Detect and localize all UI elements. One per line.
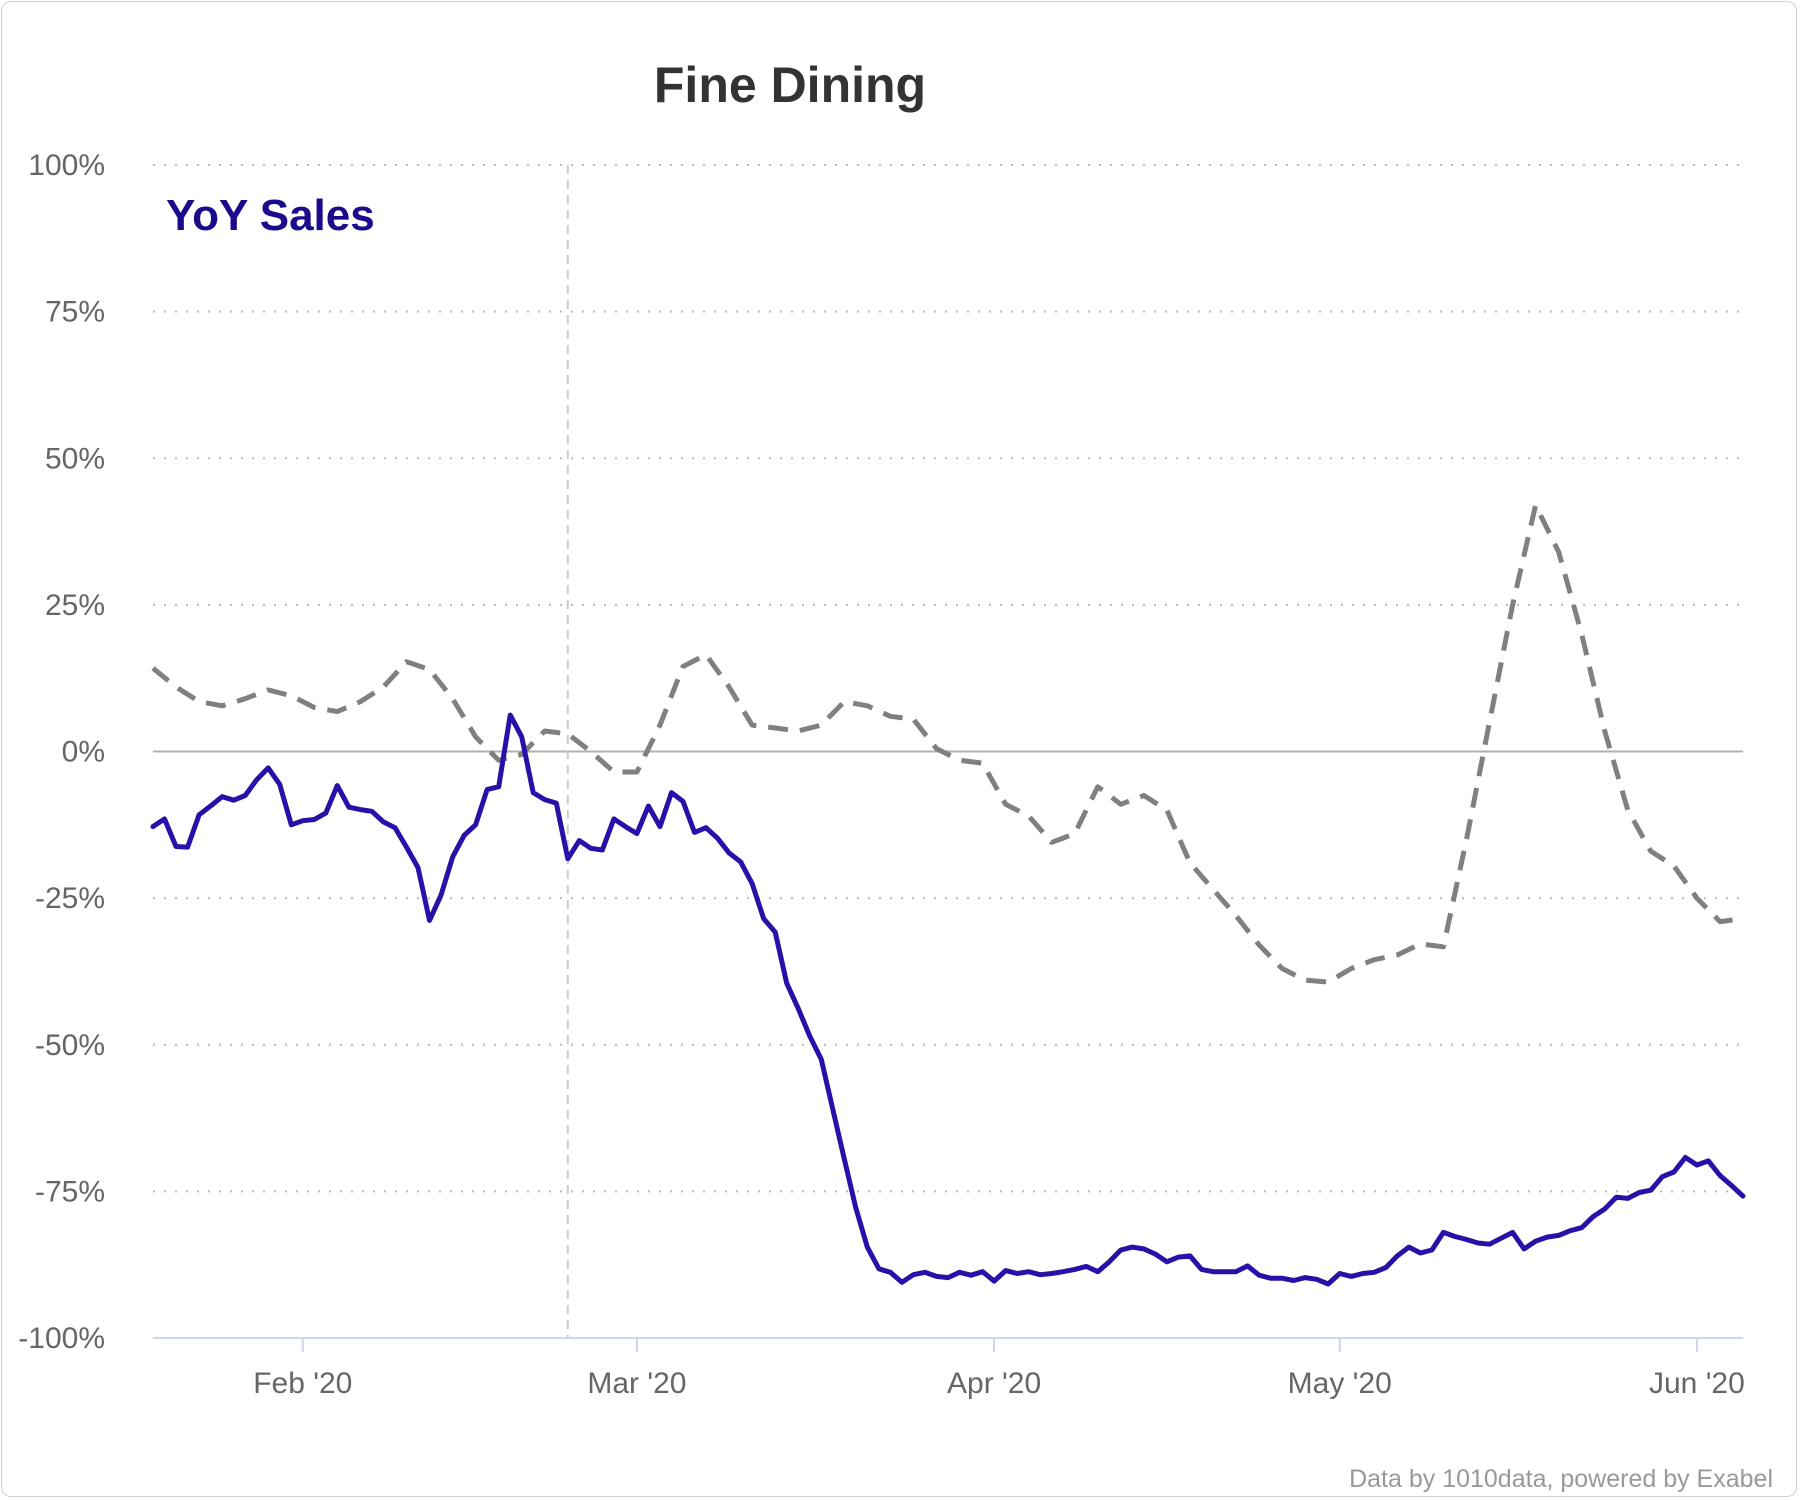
series-lines (150, 502, 1746, 1287)
y-tick-label: -25% (35, 882, 105, 915)
y-tick-label: -75% (35, 1175, 105, 1208)
x-tick-label: Jun '20 (1649, 1367, 1745, 1400)
y-tick-label: -100% (18, 1322, 105, 1355)
chart-title: Fine Dining (654, 57, 926, 113)
series-line-solid (150, 712, 1746, 1287)
x-tick-label: Feb '20 (253, 1367, 352, 1400)
series-line-dashed (151, 502, 1744, 985)
y-tick-label: 75% (45, 296, 105, 329)
y-tick-label: 25% (45, 589, 105, 622)
y-tick-label: 100% (28, 149, 105, 182)
x-tick-label: Apr '20 (947, 1367, 1041, 1400)
y-axis-tick-labels: 100% 75% 50% 25% 0% -25% -50% -75% -100% (18, 149, 105, 1355)
credit-text: Data by 1010data, powered by Exabel (1349, 1465, 1773, 1493)
series-label: YoY Sales (166, 191, 375, 240)
y-tick-label: 0% (62, 736, 105, 769)
x-axis: Feb '20 Mar '20 Apr '20 May '20 Jun '20 (153, 1337, 1745, 1400)
gridlines (153, 164, 1743, 1193)
x-tick-label: Mar '20 (587, 1367, 686, 1400)
y-tick-label: -50% (35, 1029, 105, 1062)
x-tick-label: May '20 (1288, 1367, 1392, 1400)
y-tick-label: 50% (45, 442, 105, 475)
